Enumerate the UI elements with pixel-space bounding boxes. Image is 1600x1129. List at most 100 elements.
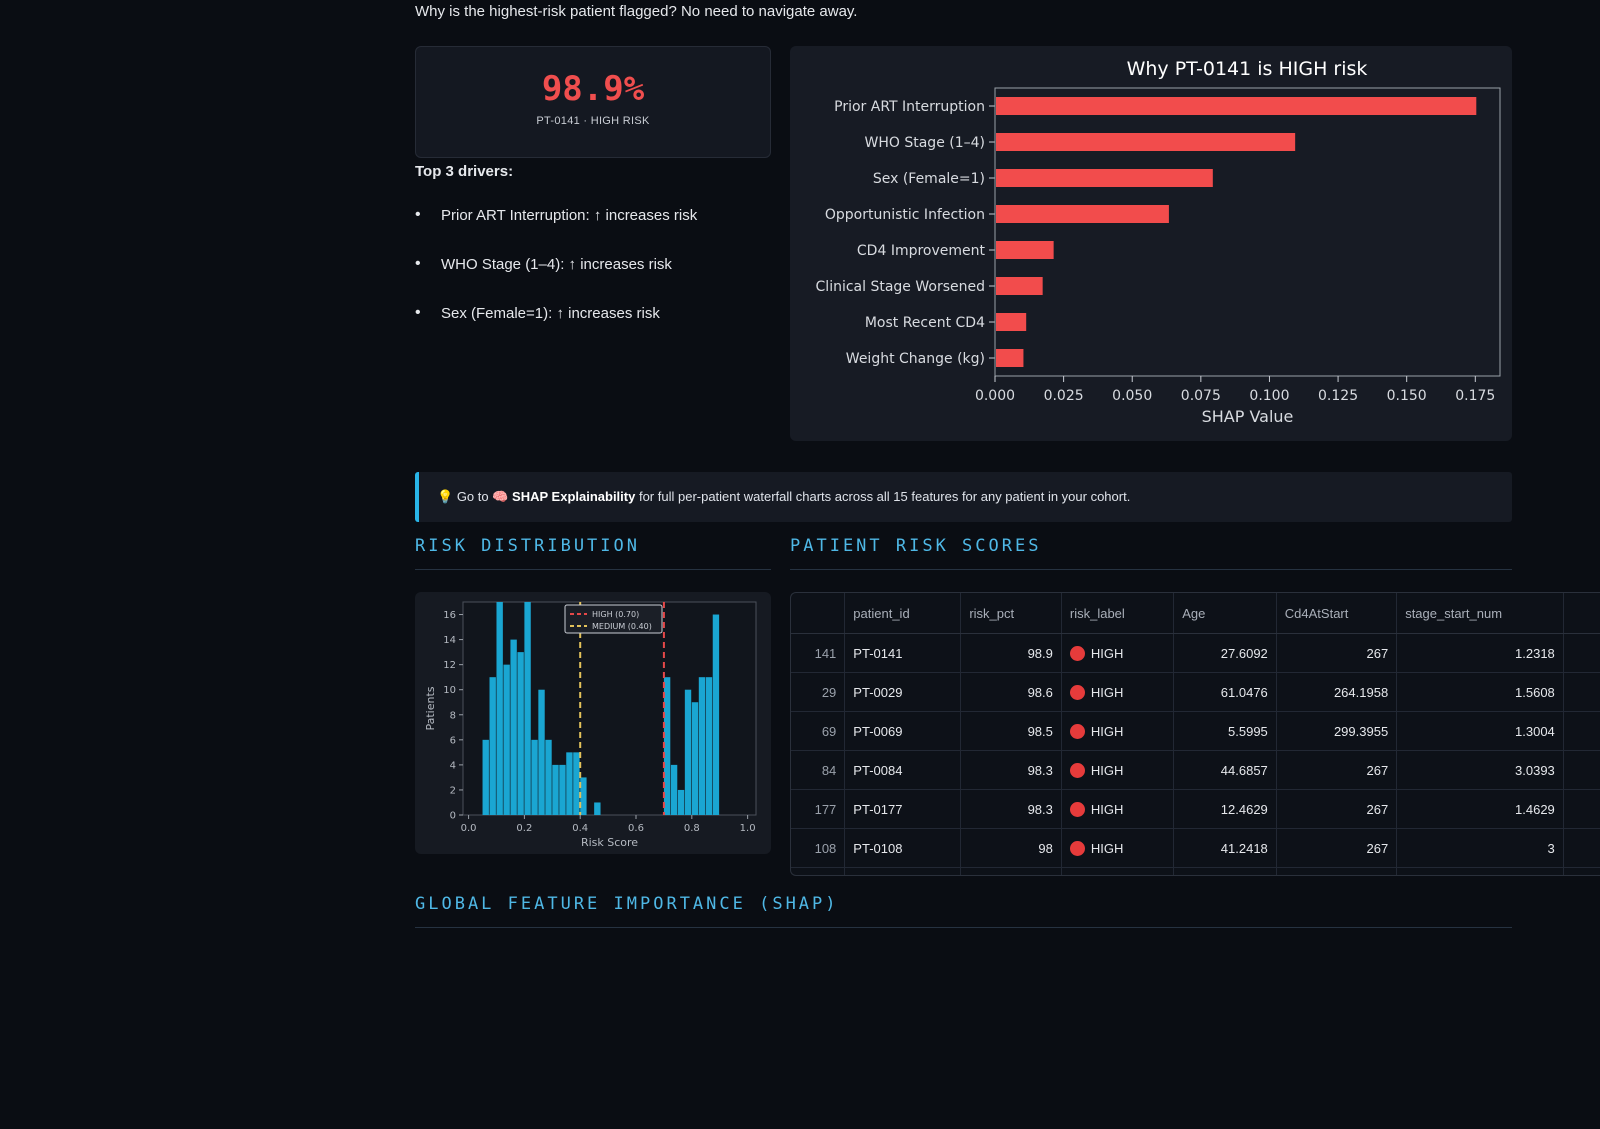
- cell-age: 61.0476: [1173, 672, 1277, 712]
- cell-next: [1563, 672, 1600, 712]
- hist-bar: [552, 764, 559, 815]
- table-row[interactable]: 84 PT-0084 98.3 HIGH 44.6857 267 3.0393: [791, 750, 1600, 790]
- cell-patient-id: PT-0069: [844, 711, 962, 751]
- info-callout: 💡 Go to 🧠 SHAP Explainability for full p…: [415, 472, 1512, 522]
- cell-stage-start-num: 1.5608: [1396, 672, 1564, 712]
- risk-histogram: 0 2 4 6 8 10 12 14 16 0.0 0.2 0.4 0.6 0.8 1.0 Risk Scor…: [424, 601, 757, 849]
- col-header-risk-label[interactable]: risk_label: [1061, 593, 1175, 634]
- col-header-next[interactable]: [1563, 593, 1600, 634]
- risk-metric-card: 98.9% PT-0141 · HIGH RISK: [415, 46, 771, 158]
- risk-label-text: HIGH: [1090, 762, 1124, 778]
- driver-item: WHO Stage (1–4): ↑ increases risk: [415, 255, 697, 305]
- table-row[interactable]: 141 PT-0141 98.9 HIGH 27.6092 267 1.2318: [791, 633, 1600, 673]
- hist-bar: [684, 689, 692, 815]
- info-rest: for full per-patient waterfall charts ac…: [638, 489, 1131, 504]
- risk-label-text: HIGH: [1090, 684, 1124, 700]
- hist-bar: [482, 739, 489, 815]
- cell-age: 5.5995: [1173, 711, 1277, 751]
- legend-label: MEDIUM (0.40): [592, 622, 652, 631]
- drivers-title: Top 3 drivers:: [415, 163, 514, 180]
- cell-risk-label: HIGH: [1061, 789, 1175, 829]
- table-row[interactable]: 29 PT-0029 98.6 HIGH 61.0476 264.1958 1.…: [791, 672, 1600, 712]
- hist-bar: [705, 677, 713, 815]
- cell-cd4-at-start: 267: [1276, 789, 1398, 829]
- section-patient-risk-scores: PATIENT RISK SCORES: [790, 536, 1512, 570]
- hist-bar: [545, 739, 552, 815]
- y-tick-label: 16: [443, 610, 456, 621]
- row-index: 141: [791, 633, 846, 673]
- cell-risk-pct: [960, 867, 1062, 875]
- y-tick-label: Sex (Female=1): [873, 171, 985, 187]
- row-index: [791, 867, 846, 875]
- cell-risk-pct: 98.6: [960, 672, 1062, 712]
- cell-next: [1563, 633, 1600, 673]
- shap-chart-card: Why PT-0141 is HIGH risk Prior ART Interr…: [790, 46, 1512, 441]
- x-tick-label: 0.6: [628, 823, 644, 834]
- cell-age: [1173, 867, 1277, 875]
- cell-stage-start-num: 1.4629: [1396, 789, 1564, 829]
- red-circle-icon: [1069, 723, 1085, 739]
- col-header-age[interactable]: Age: [1173, 593, 1277, 634]
- x-axis-label: SHAP Value: [1202, 407, 1294, 426]
- x-tick-label: 0.125: [1318, 388, 1358, 404]
- y-tick-label: CD4 Improvement: [857, 243, 986, 259]
- risk-label-text: HIGH: [1090, 840, 1124, 856]
- hist-bar: [663, 677, 671, 815]
- cell-cd4-at-start: [1276, 867, 1398, 875]
- shap-bar: [996, 241, 1054, 259]
- drivers-list: Prior ART Interruption: ↑ increases risk…: [415, 206, 697, 354]
- hist-bar: [594, 802, 601, 815]
- y-tick-label: WHO Stage (1–4): [865, 135, 985, 151]
- col-header-index[interactable]: [791, 593, 846, 634]
- brain-icon: 🧠: [492, 489, 509, 504]
- cell-risk-label: HIGH: [1061, 672, 1175, 712]
- info-lead: Go to: [456, 489, 489, 504]
- red-circle-icon: [1069, 801, 1085, 817]
- red-circle-icon: [1069, 840, 1085, 856]
- y-tick-label: 8: [450, 710, 456, 721]
- shap-explainability-link[interactable]: SHAP Explainability: [512, 489, 636, 504]
- cell-cd4-at-start: 299.3955: [1276, 711, 1398, 751]
- driver-item: Prior ART Interruption: ↑ increases risk: [415, 206, 697, 256]
- hist-bar: [698, 677, 706, 815]
- col-header-patient-id[interactable]: patient_id: [844, 593, 962, 634]
- risk-score-caption: PT-0141 · HIGH RISK: [536, 115, 650, 127]
- x-tick-label: 0.175: [1455, 388, 1495, 404]
- table-row[interactable]: 177 PT-0177 98.3 HIGH 12.4629 267 1.4629: [791, 789, 1600, 829]
- table-row-partial[interactable]: [791, 867, 1600, 875]
- table-row[interactable]: 108 PT-0108 98 HIGH 41.2418 267 3: [791, 828, 1600, 868]
- cell-age: 27.6092: [1173, 633, 1277, 673]
- driver-item: Sex (Female=1): ↑ increases risk: [415, 304, 697, 354]
- x-tick-label: 0.150: [1387, 388, 1427, 404]
- risk-histogram-card: 0 2 4 6 8 10 12 14 16 0.0 0.2 0.4 0.6 0.8 1.0 Risk Scor…: [415, 592, 771, 854]
- x-tick-label: 0.000: [975, 388, 1015, 404]
- cell-patient-id: PT-0084: [844, 750, 962, 790]
- intro-text: Why is the highest-risk patient flagged?…: [415, 3, 858, 20]
- cell-stage-start-num: 1.3004: [1396, 711, 1564, 751]
- y-tick-label: 6: [450, 735, 456, 746]
- shap-bar: [996, 169, 1213, 187]
- table-row[interactable]: 69 PT-0069 98.5 HIGH 5.5995 299.3955 1.3…: [791, 711, 1600, 751]
- shap-bar: [996, 277, 1043, 295]
- row-index: 84: [791, 750, 846, 790]
- hist-bar: [559, 764, 566, 815]
- risk-score-value: 98.9%: [541, 69, 645, 109]
- cell-cd4-at-start: 267: [1276, 633, 1398, 673]
- cell-next: [1563, 789, 1600, 829]
- shap-bar: [996, 205, 1169, 223]
- cell-risk-label: HIGH: [1061, 828, 1175, 868]
- hist-legend: [564, 604, 663, 634]
- col-header-cd4-at-start[interactable]: Cd4AtStart: [1276, 593, 1398, 634]
- plot-frame: [994, 87, 1501, 377]
- col-header-stage-start-num[interactable]: stage_start_num: [1396, 593, 1564, 634]
- shap-bar: [996, 133, 1296, 151]
- x-tick-label: 0.0: [461, 823, 477, 834]
- risk-label-text: HIGH: [1090, 645, 1124, 661]
- hist-bar: [580, 777, 587, 815]
- x-tick-label: 0.075: [1181, 388, 1221, 404]
- x-tick-label: 1.0: [740, 823, 756, 834]
- patient-risk-table[interactable]: patient_id risk_pct risk_label Age Cd4At…: [790, 592, 1600, 876]
- col-header-risk-pct[interactable]: risk_pct: [960, 593, 1062, 634]
- y-tick-label: Prior ART Interruption: [834, 99, 985, 115]
- x-tick-label: 0.050: [1112, 388, 1152, 404]
